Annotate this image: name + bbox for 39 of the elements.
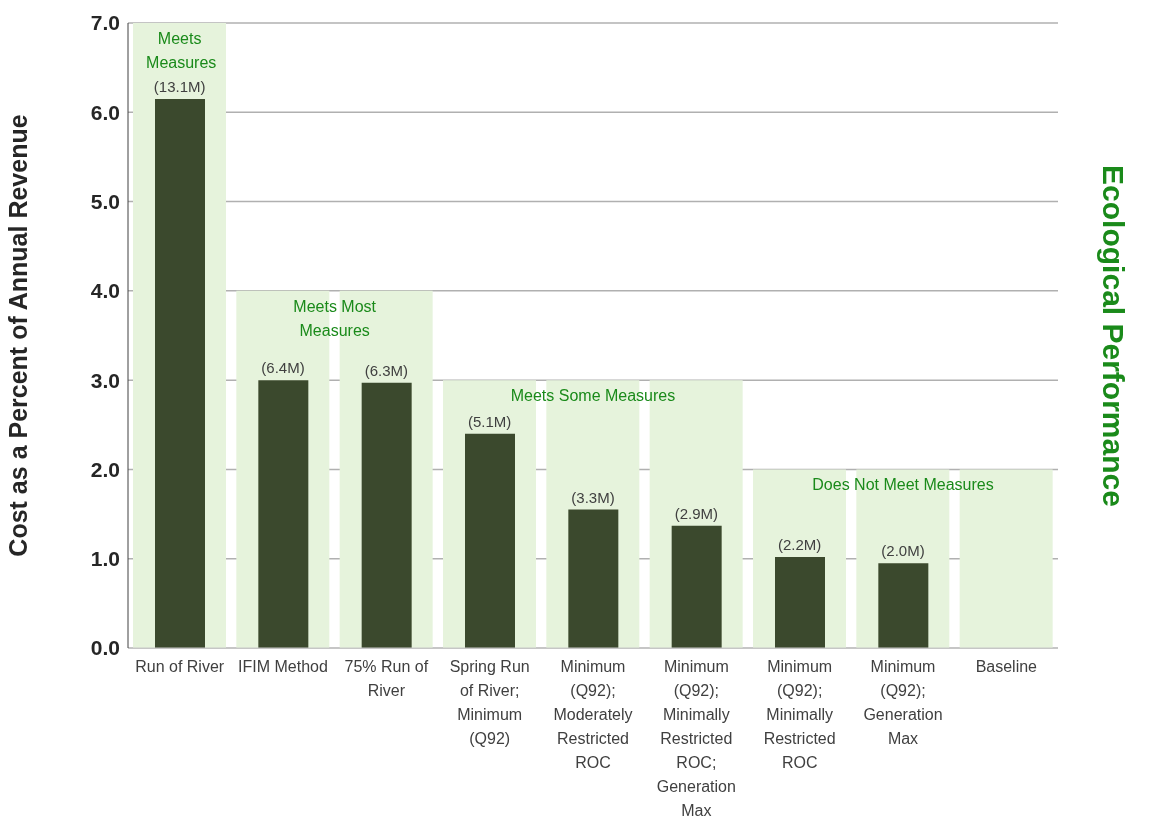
annotation: Meets Measures (146, 29, 217, 73)
annotation: Does Not Meet Measures (811, 475, 995, 496)
annotation: (6.4M) (260, 359, 306, 378)
x-tick-label: IFIM Method (238, 658, 328, 675)
bar (258, 380, 309, 648)
x-tick-label: 75% Run of River (344, 658, 429, 699)
y-axis-title: Cost as a Percent of Annual Revenue (3, 114, 32, 557)
x-tick-label: Baseline (975, 658, 1038, 675)
annotation: (2.0M) (880, 542, 926, 561)
x-tick-label: Run of River (135, 658, 225, 675)
x-tick-label: Minimum (Q92); Moderately Restricted ROC (553, 658, 633, 771)
annotation: Meets Some Measures (509, 386, 677, 407)
x-tick-label: Minimum (Q92); Minimally Restricted ROC; Generation Max (656, 658, 736, 819)
y-tick-label: 5.0 (90, 190, 120, 214)
y-tick-label: 0.0 (90, 636, 120, 660)
bar (361, 382, 412, 648)
text: Ecological Performance (1096, 164, 1131, 507)
x-tick-label: Spring Run of River; Minimum (Q92) (449, 658, 530, 747)
y-tick-label: 2.0 (90, 457, 120, 481)
bar (775, 556, 825, 648)
annotation: Meets Most Measures (292, 296, 377, 341)
bar (568, 509, 619, 648)
annotation: (3.3M) (570, 488, 616, 507)
y-tick-label: 4.0 (90, 279, 120, 303)
annotation: (6.3M) (363, 361, 409, 380)
y-tick-label: 7.0 (90, 11, 120, 35)
annotation: (5.1M) (467, 412, 513, 431)
x-tick-label: Minimum (Q92); Generation Max (863, 658, 943, 747)
bar (155, 98, 205, 648)
annotation: (13.1M) (152, 77, 207, 96)
annotation: (2.2M) (777, 535, 823, 554)
y-tick-label: 1.0 (90, 547, 120, 571)
bar (465, 433, 515, 648)
bar (671, 525, 722, 648)
bar (878, 563, 929, 648)
y-tick-label: 6.0 (90, 100, 120, 124)
annotation: (2.9M) (673, 504, 719, 523)
y-tick-label: 3.0 (90, 368, 120, 392)
x-tick-label: Minimum (Q92); Minimally Restricted ROC (763, 658, 836, 771)
